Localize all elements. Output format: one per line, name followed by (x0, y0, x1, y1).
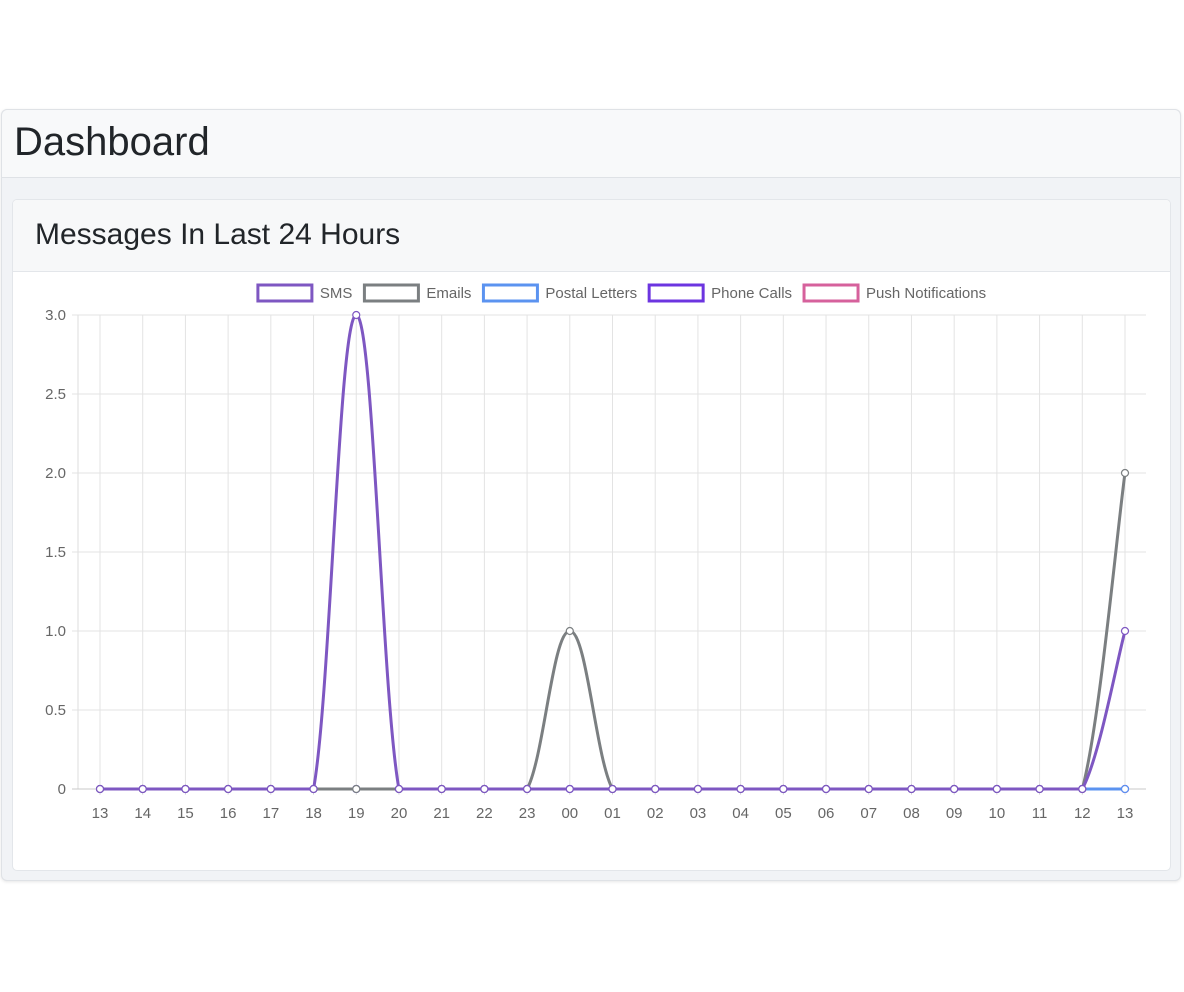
messages-chart-card: Messages In Last 24 Hours 0 0.5 1.0 1.5 2.0 2… (12, 199, 1171, 871)
x-tick-label: 18 (305, 805, 322, 822)
x-tick-label: 21 (433, 805, 450, 822)
x-tick-label: 03 (690, 805, 707, 822)
data-point (1120, 468, 1130, 478)
x-tick-label: 01 (604, 805, 621, 822)
dashboard-card: Dashboard Messages In Last 24 Hours 0 0.5… (1, 109, 1181, 881)
x-tick-label: 02 (647, 805, 664, 822)
data-point (522, 784, 532, 794)
x-tick-label: 16 (220, 805, 237, 822)
legend-swatch (362, 283, 420, 303)
data-point (693, 784, 703, 794)
x-tick-label: 15 (177, 805, 194, 822)
card-title: Messages In Last 24 Hours (35, 218, 401, 251)
data-point (352, 310, 361, 320)
legend-label: Emails (426, 285, 471, 302)
x-tick-label: 11 (1032, 805, 1048, 822)
legend-label: Push Notifications (866, 285, 986, 302)
legend-swatch (802, 283, 860, 303)
dashboard-header: Dashboard (2, 110, 1180, 178)
data-point (779, 784, 788, 794)
x-tick-label: 23 (519, 805, 536, 822)
data-point (224, 784, 233, 794)
legend-swatch (647, 283, 705, 303)
data-point (907, 784, 916, 794)
x-tick-label: 20 (391, 805, 408, 822)
y-tick-label: 2.0 (45, 465, 66, 482)
data-point (95, 784, 105, 794)
y-tick-label: 1.5 (45, 544, 66, 561)
x-tick-label: 07 (860, 805, 877, 822)
data-point (1120, 626, 1130, 636)
data-point (266, 784, 275, 794)
legend-swatch (256, 283, 314, 303)
x-tick-label: 17 (262, 805, 279, 822)
legend-label: SMS (320, 285, 353, 302)
data-point (992, 784, 1001, 794)
x-tick-label: 04 (732, 805, 749, 822)
legend-swatch (481, 283, 539, 303)
data-point (1120, 784, 1130, 794)
data-point (651, 784, 660, 794)
data-point (821, 784, 831, 794)
data-point (394, 784, 404, 794)
data-point (437, 784, 446, 794)
x-tick-label: 13 (92, 805, 109, 822)
data-point (608, 784, 617, 794)
x-tick-label: 12 (1074, 805, 1091, 822)
data-point (950, 784, 959, 794)
x-tick-label: 22 (476, 805, 493, 822)
legend-label: Phone Calls (711, 285, 792, 302)
y-tick-label: 0 (58, 781, 66, 798)
data-point (864, 784, 873, 794)
data-point (565, 626, 574, 636)
data-point (1035, 784, 1044, 794)
x-tick-label: 06 (818, 805, 835, 822)
data-point (565, 784, 574, 794)
x-tick-label: 14 (134, 805, 151, 822)
x-tick-label: 09 (946, 805, 963, 822)
data-point (138, 784, 147, 794)
data-point (480, 784, 489, 794)
x-tick-label: 10 (989, 805, 1006, 822)
x-tick-label: 05 (775, 805, 792, 822)
y-tick-label: 0.5 (45, 702, 66, 719)
y-tick-label: 1.0 (45, 623, 66, 640)
data-point (1078, 784, 1087, 794)
legend-label: Postal Letters (545, 285, 637, 302)
data-point (181, 784, 190, 794)
messages-line-chart: 0 0.5 1.0 1.5 2.0 2.5 3.0 13 14 15 16 17 18 19 20 21 22 2… (45, 283, 1146, 822)
x-tick-label: 19 (348, 805, 365, 822)
page-title: Dashboard (14, 120, 210, 164)
data-point (309, 784, 318, 794)
data-point (736, 784, 745, 794)
y-tick-label: 2.5 (45, 386, 66, 403)
x-tick-label: 08 (903, 805, 920, 822)
data-point (352, 784, 361, 794)
y-tick-label: 3.0 (45, 307, 66, 324)
x-tick-label: 13 (1117, 805, 1134, 822)
messages-chart-card-header: Messages In Last 24 Hours (13, 200, 1170, 272)
x-tick-label: 00 (561, 805, 578, 822)
